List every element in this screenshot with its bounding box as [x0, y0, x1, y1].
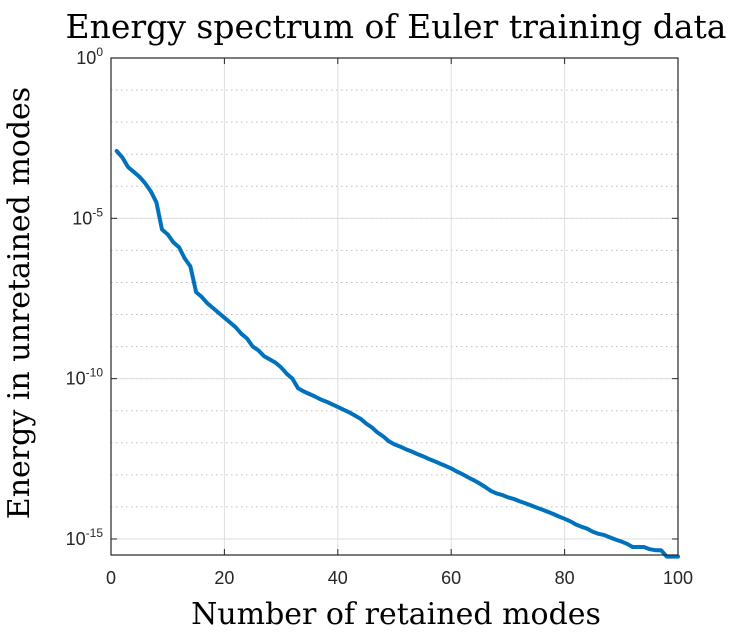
x-axis-label: Number of retained modes — [191, 597, 601, 632]
x-tick-label: 60 — [441, 568, 461, 588]
x-tick-label: 20 — [214, 568, 234, 588]
y-tick-label: 10-15 — [66, 526, 104, 549]
grid-lines — [111, 58, 678, 555]
axes-box — [110, 57, 679, 556]
chart-title: Energy spectrum of Euler training data — [66, 7, 727, 46]
x-tick-label: 80 — [555, 568, 575, 588]
y-tick-label: 10-5 — [72, 205, 103, 228]
x-tick-label: 40 — [328, 568, 348, 588]
plot-area — [111, 58, 678, 555]
x-tick-label: 100 — [663, 568, 693, 588]
series-line-energy — [114, 149, 680, 559]
y-axis-label: Energy in unretained modes — [2, 87, 37, 519]
series-layer — [114, 149, 680, 559]
axes: 0 20 40 60 80 100 100 10-5 10-10 10-15 — [66, 45, 693, 588]
y-tick-label: 100 — [76, 45, 103, 68]
x-tick-label: 0 — [106, 568, 116, 588]
y-tick-label: 10-10 — [66, 366, 104, 389]
